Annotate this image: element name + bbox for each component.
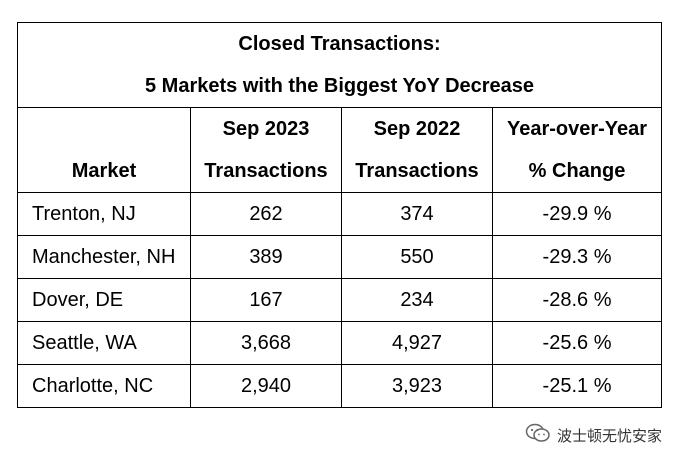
cell-sep-2023: 167 (190, 278, 342, 322)
cell-sep-2022: 550 (341, 235, 493, 279)
table-row: Manchester, NH 389 550 -29.3 % (17, 235, 663, 279)
header-yoy-line-1: Year-over-Year (506, 118, 648, 140)
header-market-label: Market (71, 160, 137, 182)
cell-market: Dover, DE (17, 278, 191, 322)
table-row: Trenton, NJ 262 374 -29.9 % (17, 192, 663, 236)
table-row: Dover, DE 167 234 -28.6 % (17, 278, 663, 322)
header-yoy-change: Year-over-Year % Change (491, 107, 663, 193)
cell-yoy-change: -29.9 % (491, 192, 663, 236)
table-title: Closed Transactions: 5 Markets with the … (16, 22, 663, 108)
header-sep-2022-line-2: Transactions (355, 160, 479, 182)
cell-sep-2023: 262 (190, 192, 342, 236)
cell-sep-2022: 3,923 (341, 364, 493, 408)
header-sep-2022: Sep 2022 Transactions (341, 107, 493, 193)
cell-market: Trenton, NJ (17, 192, 191, 236)
cell-yoy-change: -29.3 % (491, 235, 663, 279)
cell-sep-2023: 389 (190, 235, 342, 279)
watermark-text: 波士顿无忧安家 (556, 427, 662, 445)
table-title-line-1: Closed Transactions: (238, 33, 441, 55)
cell-market: Charlotte, NC (17, 364, 191, 408)
cell-sep-2022: 4,927 (341, 321, 493, 365)
closed-transactions-table: Closed Transactions: 5 Markets with the … (16, 22, 663, 408)
cell-yoy-change: -25.6 % (491, 321, 663, 365)
table-row: Seattle, WA 3,668 4,927 -25.6 % (17, 321, 663, 365)
header-yoy-line-2: % Change (528, 160, 626, 182)
table-title-line-2: 5 Markets with the Biggest YoY Decrease (145, 75, 535, 97)
watermark: 波士顿无忧安家 (525, 423, 662, 447)
header-sep-2023-line-1: Sep 2023 (222, 118, 310, 140)
header-row: Market Sep 2023 Transactions Sep 2022 Tr… (17, 107, 663, 193)
header-market: Market (17, 107, 191, 193)
cell-sep-2022: 374 (341, 192, 493, 236)
cell-market: Seattle, WA (17, 321, 191, 365)
header-sep-2022-line-1: Sep 2022 (373, 118, 461, 140)
table-row: Charlotte, NC 2,940 3,923 -25.1 % (17, 364, 663, 408)
header-sep-2023-line-2: Transactions (204, 160, 328, 182)
cell-market: Manchester, NH (17, 235, 191, 279)
cell-yoy-change: -25.1 % (491, 364, 663, 408)
header-sep-2023: Sep 2023 Transactions (190, 107, 342, 193)
cell-sep-2023: 3,668 (190, 321, 342, 365)
cell-sep-2022: 234 (341, 278, 493, 322)
cell-sep-2023: 2,940 (190, 364, 342, 408)
cell-yoy-change: -28.6 % (491, 278, 663, 322)
wechat-icon (525, 423, 551, 447)
